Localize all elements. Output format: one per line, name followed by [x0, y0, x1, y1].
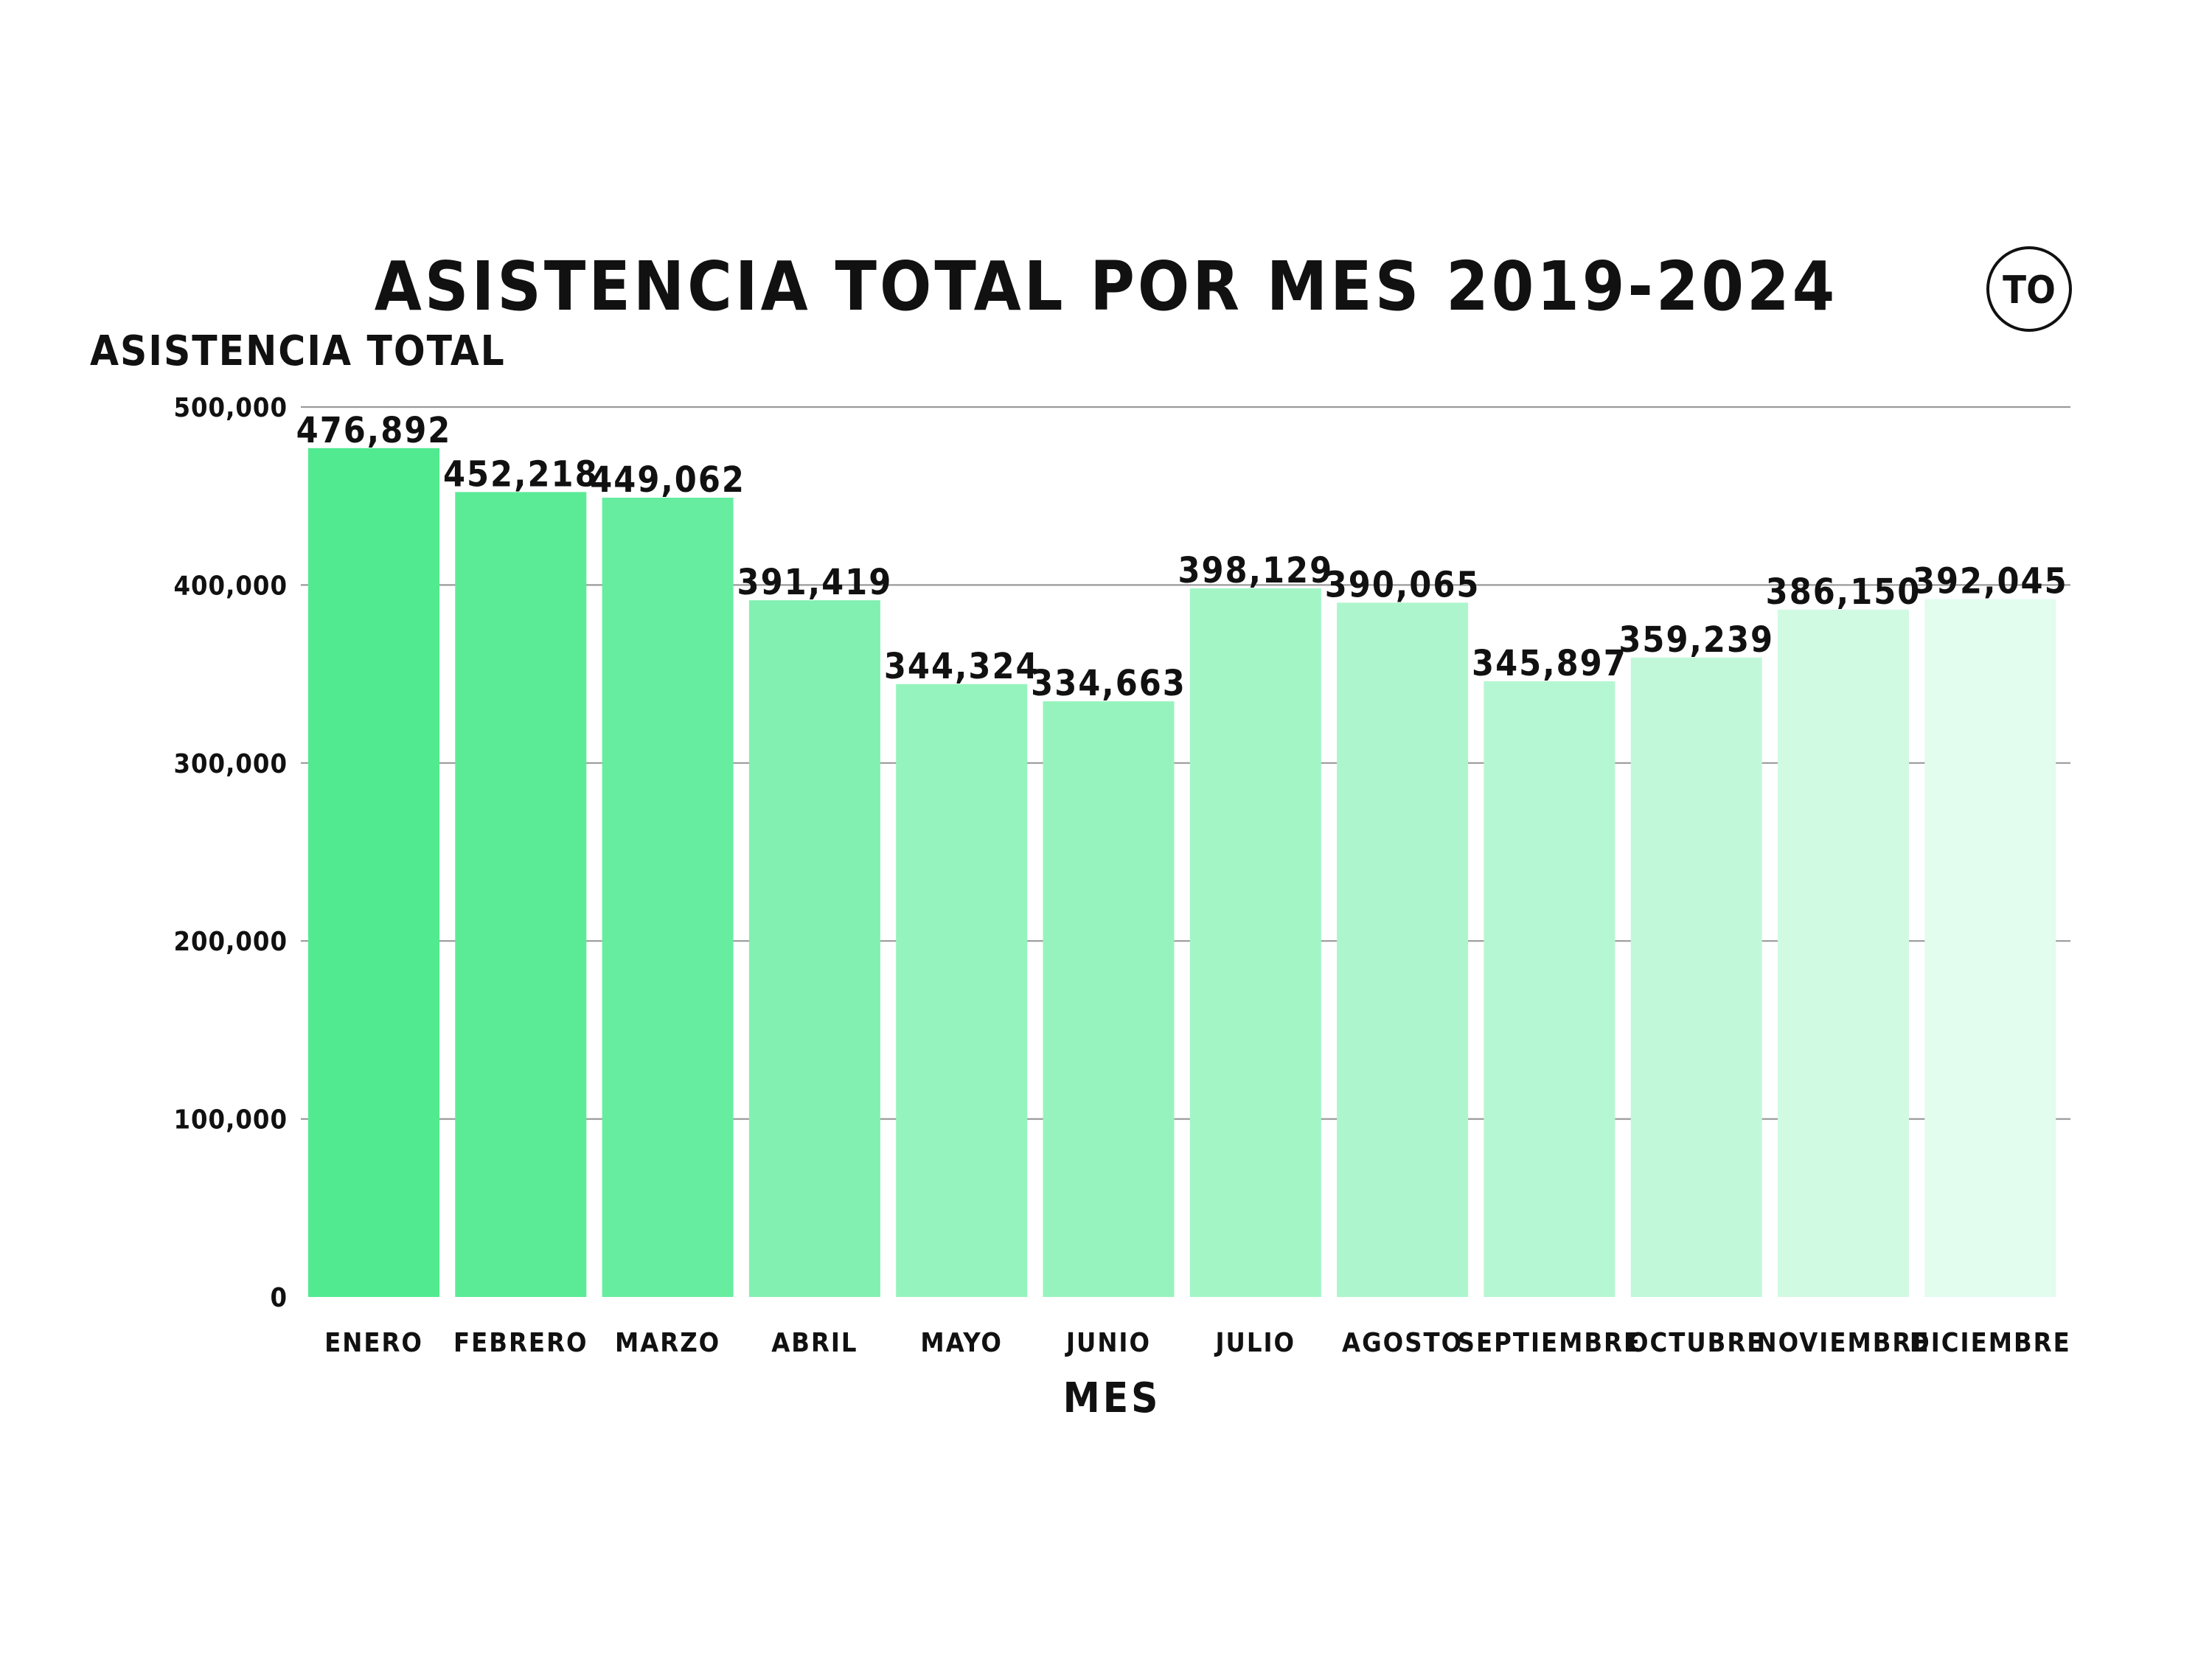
- data-label: 345,897: [1472, 643, 1627, 684]
- logo: TO: [1986, 246, 2072, 332]
- data-label: 476,892: [296, 410, 452, 451]
- bar-septiembre: [1484, 681, 1615, 1297]
- x-ticks: ENERO FEBRERO MARZO ABRIL MAYO JUNIO JULIO AGOS…: [324, 1328, 2071, 1358]
- x-tick-label: FEBRERO: [453, 1328, 588, 1358]
- bar-marzo: [602, 497, 734, 1297]
- bar-junio: [1043, 701, 1175, 1297]
- y-ticks: 0 100,000 200,000 300,000 400,000 500,000: [173, 393, 288, 1313]
- logo-text: TO: [2003, 268, 2056, 313]
- y-tick-label: 500,000: [173, 393, 288, 423]
- x-tick-label: SEPTIEMBRE: [1458, 1328, 1641, 1358]
- bar-agosto: [1337, 602, 1469, 1297]
- bar-julio: [1189, 588, 1321, 1297]
- bar-noviembre: [1778, 609, 1909, 1297]
- logo-circle-icon: [1986, 246, 2072, 332]
- y-tick-label: 300,000: [173, 749, 288, 779]
- y-tick-label: 100,000: [173, 1105, 288, 1135]
- y-tick-label: 400,000: [173, 571, 288, 601]
- bar-enero: [308, 448, 439, 1297]
- y-tick-label: 200,000: [173, 927, 288, 957]
- data-label: 386,150: [1766, 571, 1921, 613]
- data-label: 359,239: [1618, 619, 1774, 661]
- data-label: 391,419: [737, 562, 893, 603]
- data-label: 452,218: [443, 453, 599, 495]
- x-axis-label: MES: [1063, 1374, 1161, 1422]
- y-axis-label: ASISTENCIA TOTAL: [90, 327, 506, 375]
- x-tick-label: DICIEMBRE: [1910, 1328, 2071, 1358]
- data-label: 449,062: [590, 459, 745, 501]
- grid: [301, 406, 2070, 1120]
- bar-febrero: [455, 492, 587, 1298]
- x-tick-label: MARZO: [615, 1328, 720, 1358]
- x-tick-label: ENERO: [324, 1328, 423, 1358]
- x-tick-label: AGOSTO: [1342, 1328, 1463, 1358]
- x-tick-label: MAYO: [920, 1328, 1003, 1358]
- bars: [308, 448, 2056, 1298]
- data-label: 392,045: [1913, 561, 2068, 602]
- x-tick-label: NOVIEMBRE: [1757, 1328, 1930, 1358]
- chart-title: ASISTENCIA TOTAL POR MES 2019-2024: [375, 247, 1837, 326]
- data-label: 398,129: [1178, 550, 1333, 591]
- bar-mayo: [896, 684, 1028, 1297]
- bar-octubre: [1630, 657, 1762, 1297]
- y-tick-label: 0: [270, 1283, 288, 1313]
- bar-diciembre: [1924, 599, 2056, 1297]
- bar-abril: [748, 600, 880, 1297]
- data-label: 334,663: [1031, 663, 1186, 704]
- x-tick-label: ABRIL: [771, 1328, 858, 1358]
- x-tick-label: JUNIO: [1065, 1328, 1151, 1358]
- x-tick-label: OCTUBRE: [1628, 1328, 1764, 1358]
- data-label: 390,065: [1325, 564, 1481, 605]
- data-label: 344,324: [884, 646, 1040, 687]
- x-tick-label: JULIO: [1214, 1328, 1296, 1358]
